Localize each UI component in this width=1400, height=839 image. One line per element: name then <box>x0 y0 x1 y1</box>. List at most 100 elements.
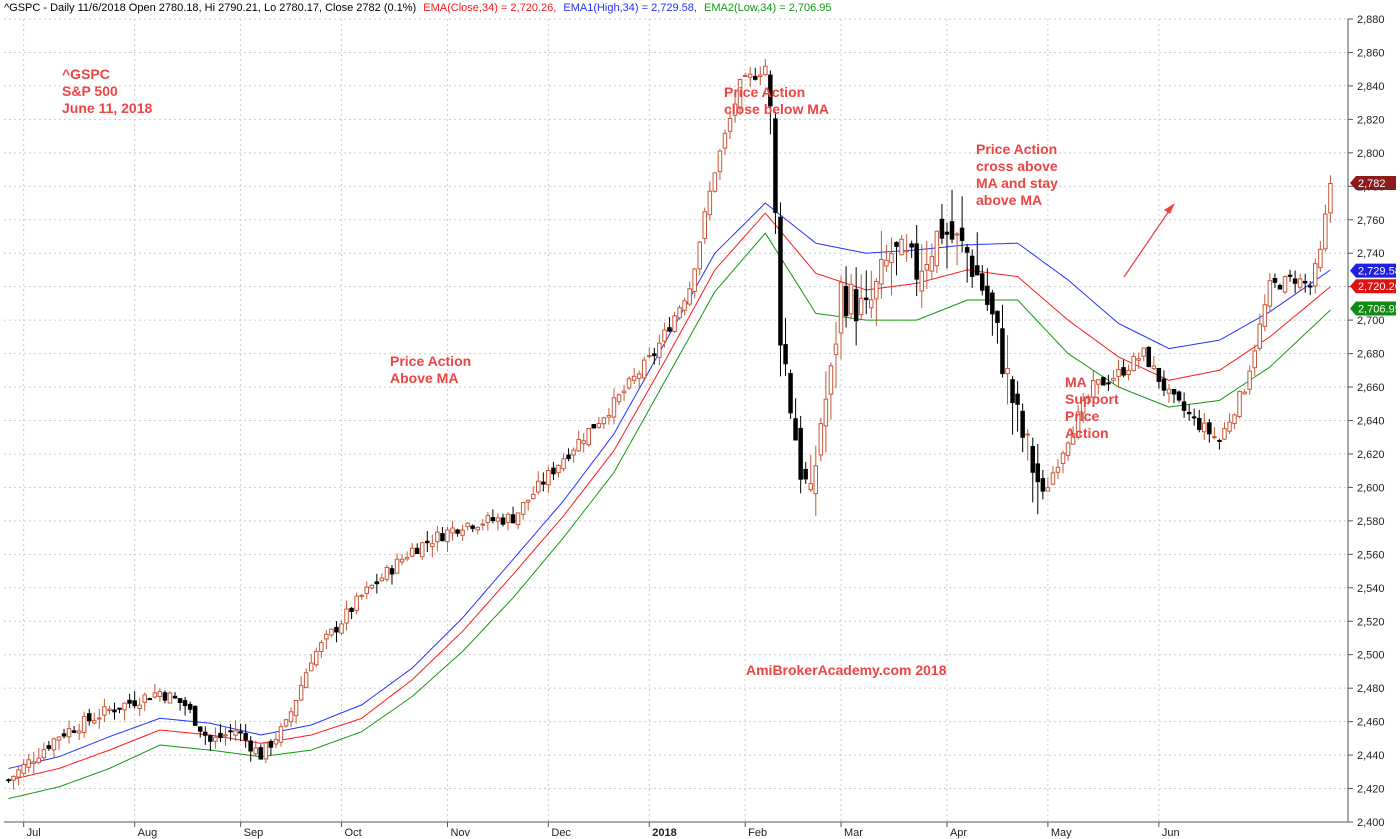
candle-body <box>985 285 990 305</box>
y-tick-label: 2,620 <box>1357 449 1385 461</box>
candle-body <box>1262 304 1268 327</box>
trend-arrow <box>1123 203 1175 278</box>
candle-body <box>132 700 137 707</box>
candle-body <box>1171 389 1177 395</box>
candle-body <box>495 517 501 522</box>
candle-body <box>142 694 147 703</box>
candle-body <box>758 74 763 77</box>
candle-body <box>737 79 743 109</box>
candle-body <box>954 233 960 236</box>
y-axis: 2,400 2,420 2,440 2,460 2,480 2,500 2,520 2,540… <box>1347 14 1385 829</box>
candle-body <box>1247 370 1252 390</box>
candle-body <box>1060 452 1066 465</box>
candle-body <box>273 739 279 745</box>
candle-body <box>1292 278 1298 284</box>
y-tick-label: 2,560 <box>1357 549 1385 561</box>
candle-body <box>536 480 541 493</box>
candle-body <box>1141 347 1146 357</box>
candle-body <box>1161 378 1167 391</box>
candle-body <box>177 698 183 703</box>
candle-body <box>505 513 511 524</box>
candle-body <box>278 726 284 743</box>
candle-body <box>1207 422 1212 435</box>
candle-body <box>218 732 223 739</box>
candle-body <box>949 221 955 240</box>
candle-body <box>1000 328 1005 375</box>
candle-body <box>238 731 243 734</box>
candle-body <box>803 468 808 480</box>
candle-body <box>808 483 813 491</box>
candle-body <box>914 243 919 280</box>
candle-body <box>647 355 652 357</box>
candle-body <box>339 623 344 634</box>
candle-body <box>1297 278 1303 288</box>
candle-body <box>889 253 894 264</box>
candle-body <box>41 749 47 759</box>
candle-body <box>732 103 738 116</box>
candle-body <box>157 691 163 697</box>
annotation-close-below-ma: Price Action close below MA <box>724 84 829 117</box>
candle-body <box>445 529 450 543</box>
candle-body <box>672 315 677 332</box>
annotation-line: MA and stay <box>976 175 1058 191</box>
candle-body <box>298 684 304 701</box>
price-tag: 2,706.95 <box>1350 301 1400 316</box>
candle-body <box>1106 382 1111 385</box>
annotation-above-ma: Price Action Above MA <box>390 353 475 386</box>
candle-body <box>122 702 127 711</box>
candle-body <box>576 439 581 452</box>
candle-body <box>793 418 798 441</box>
candle-body <box>1212 436 1217 439</box>
candle-body <box>717 150 723 173</box>
price-tag: 2,720.26 <box>1350 279 1400 294</box>
y-tick-label: 2,540 <box>1357 583 1385 595</box>
candle-body <box>879 259 884 285</box>
annotation-line: close below MA <box>724 101 829 117</box>
candle-body <box>1121 367 1126 376</box>
annotation-ma-support: MA Support Price Action <box>1065 374 1123 441</box>
candle-body <box>652 353 657 357</box>
candle-body <box>475 526 480 531</box>
candle-body <box>480 523 485 526</box>
candle-body <box>1191 416 1197 419</box>
candle-body <box>1055 466 1061 473</box>
candle-body <box>990 292 995 315</box>
candle-body <box>581 440 586 444</box>
candle-body <box>303 672 309 689</box>
candle-body <box>631 375 637 381</box>
candle-body <box>707 190 713 216</box>
candle-body <box>1010 379 1015 404</box>
candle-body <box>187 703 193 710</box>
candle-body <box>1227 421 1232 432</box>
candle-body <box>167 692 173 704</box>
candle-body <box>636 373 642 379</box>
candle-body <box>425 540 430 544</box>
candle-body <box>430 543 435 548</box>
candle-body <box>1272 278 1278 283</box>
candle-body <box>1131 355 1136 372</box>
y-tick-label: 2,420 <box>1357 784 1385 796</box>
candle-body <box>394 558 400 574</box>
candle-body <box>697 241 702 270</box>
candle-body <box>71 730 77 733</box>
candle-body <box>520 502 526 515</box>
x-tick-label: Aug <box>138 827 158 839</box>
candle-body <box>561 458 566 470</box>
annotation-title-line: June 11, 2018 <box>62 100 153 116</box>
candle-body <box>369 584 374 589</box>
candle-body <box>1237 390 1242 418</box>
candle-body <box>682 300 687 311</box>
candle-body <box>233 730 238 736</box>
candle-body <box>1267 280 1273 307</box>
candle-body <box>1302 280 1308 284</box>
candle-body <box>359 594 364 597</box>
price-tag-shape <box>1350 279 1396 294</box>
candle-body <box>934 230 940 267</box>
x-tick-label: Sep <box>244 827 264 839</box>
candle-body <box>626 378 632 389</box>
candle-body <box>1025 433 1030 436</box>
annotation-line: Price <box>1065 408 1099 424</box>
candle-body <box>485 515 491 524</box>
ema-low-line <box>8 232 1331 800</box>
candle-body <box>243 732 248 741</box>
